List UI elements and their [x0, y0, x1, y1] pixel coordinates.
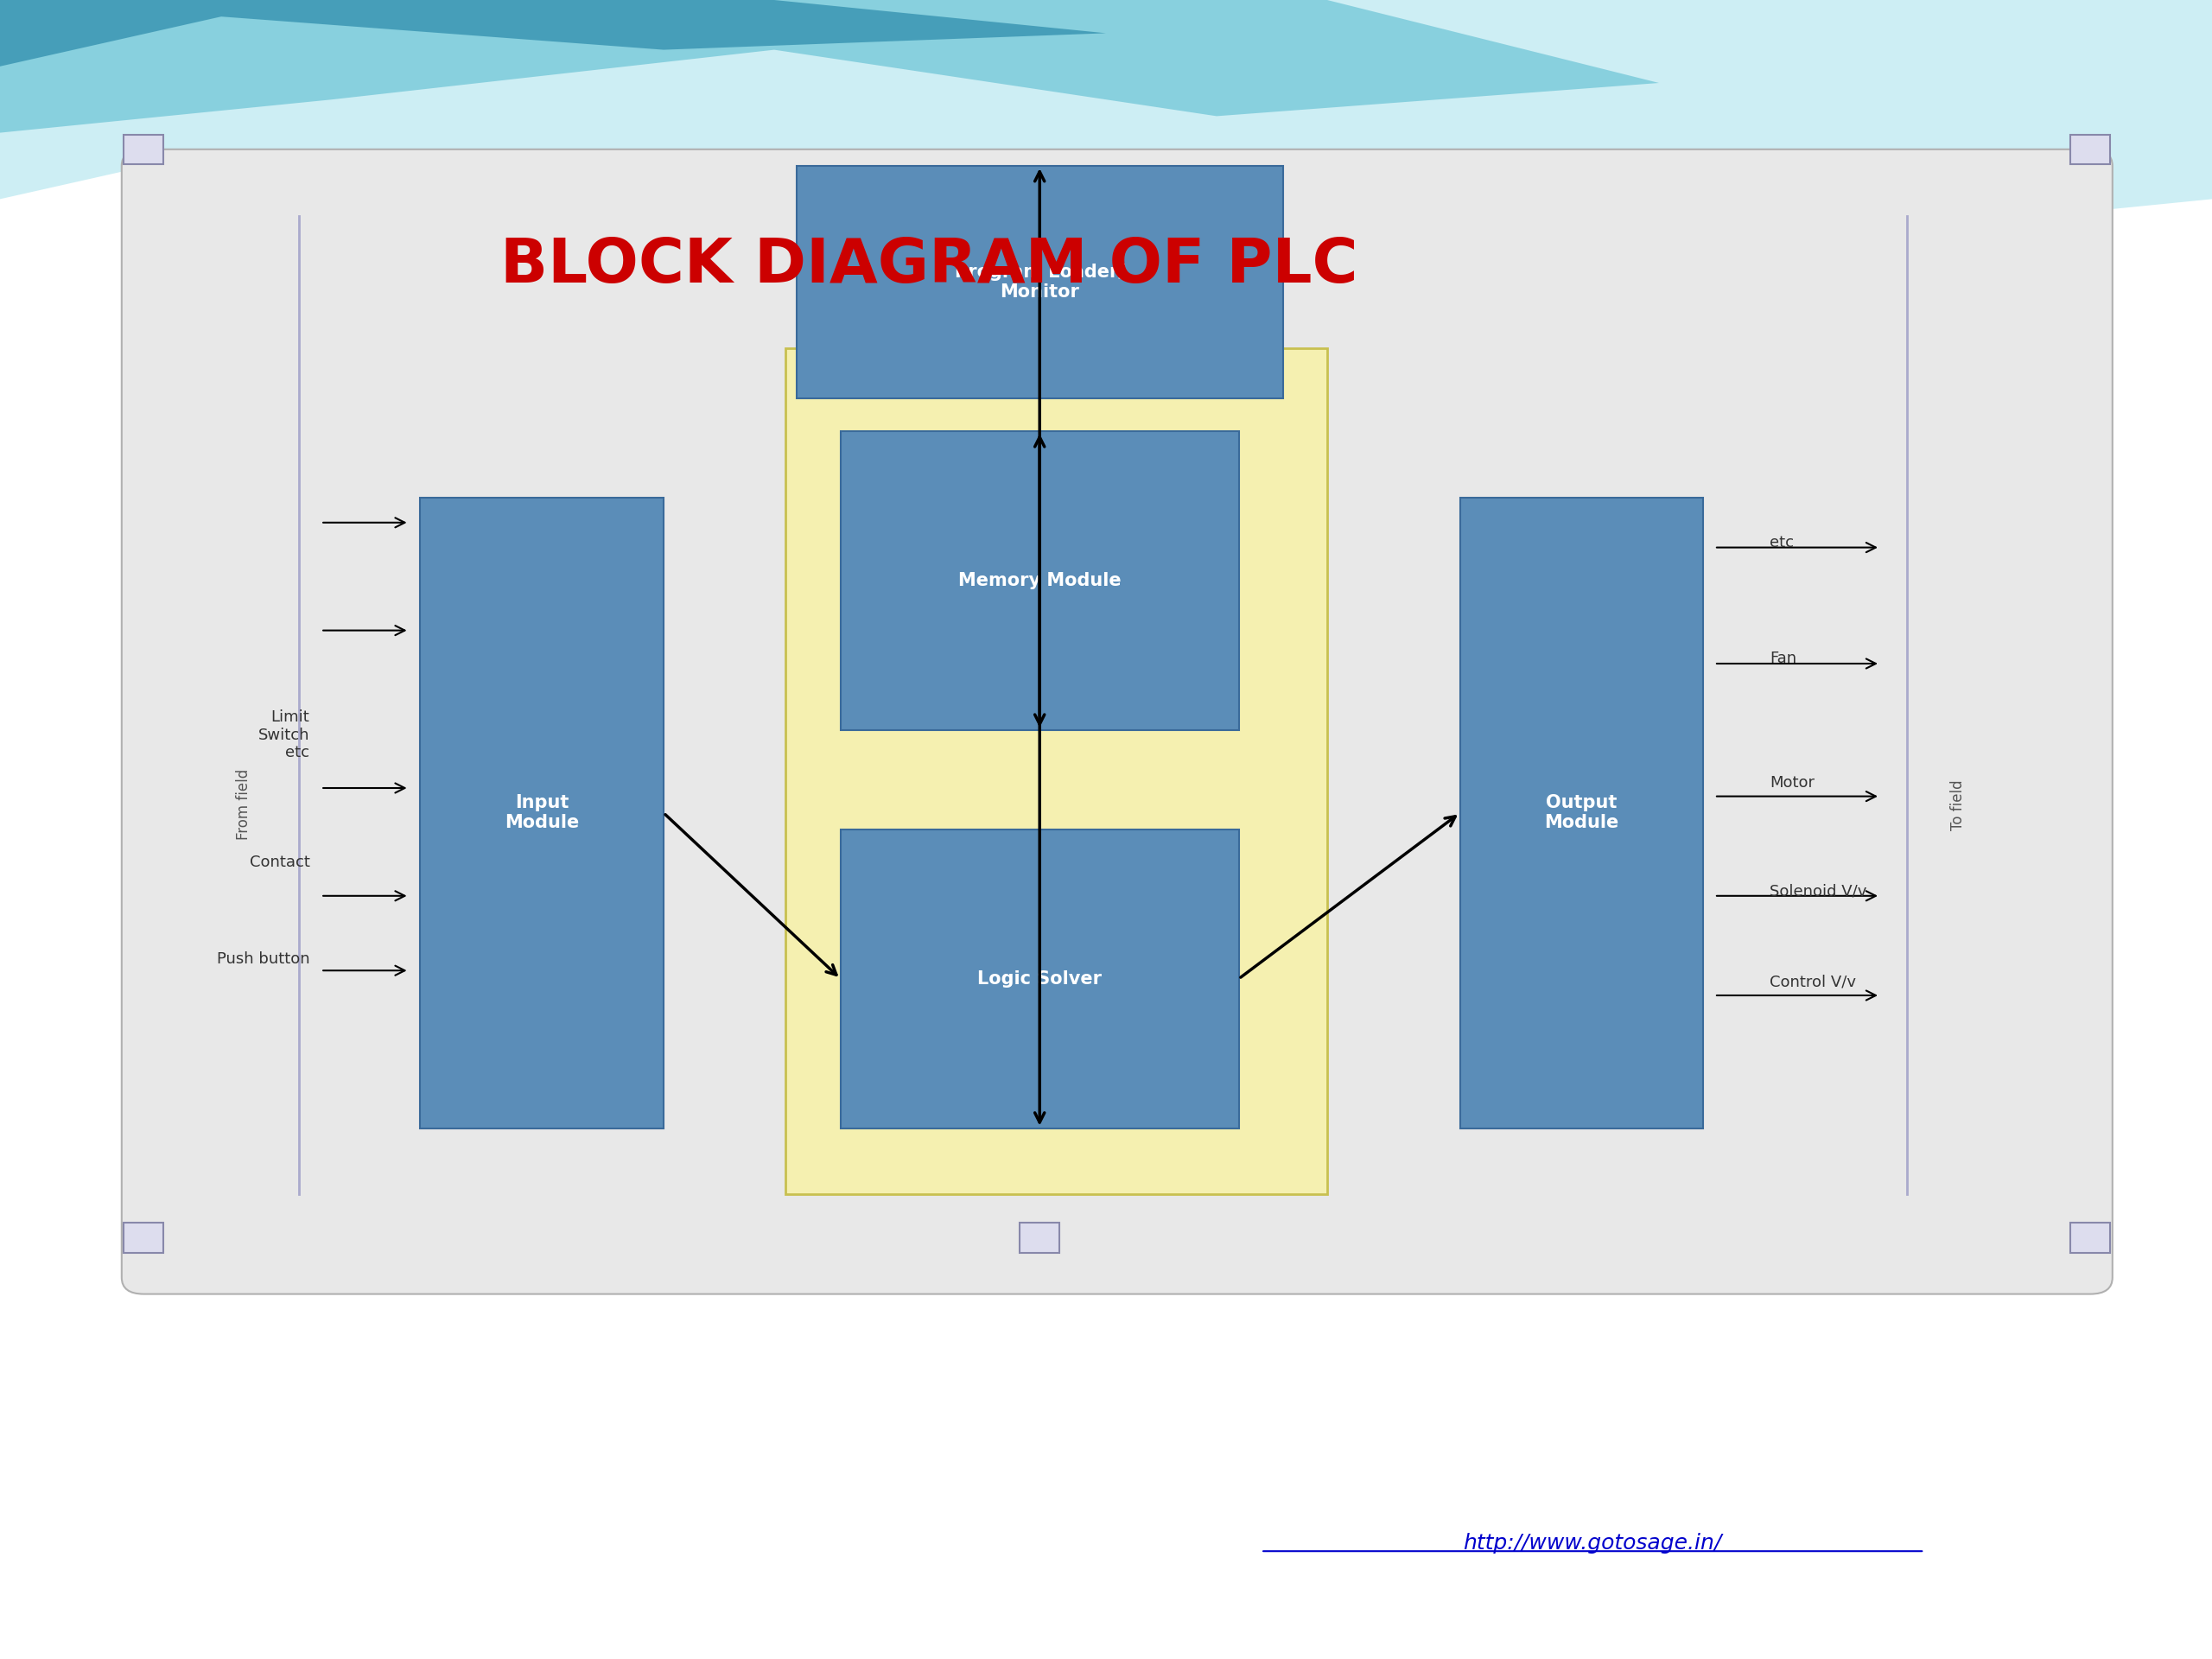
- Bar: [2070, 1223, 2110, 1253]
- Bar: [124, 134, 164, 164]
- Text: Motor: Motor: [1770, 775, 1814, 791]
- FancyBboxPatch shape: [785, 348, 1327, 1194]
- FancyBboxPatch shape: [841, 830, 1239, 1128]
- Text: Logic Solver: Logic Solver: [978, 971, 1102, 987]
- Text: Output
Module: Output Module: [1544, 795, 1619, 831]
- Text: etc: etc: [1770, 534, 1794, 551]
- Text: Limit
Switch
etc: Limit Switch etc: [259, 708, 310, 761]
- Text: Fan: Fan: [1770, 650, 1796, 667]
- Text: From field: From field: [234, 770, 252, 839]
- FancyBboxPatch shape: [420, 498, 664, 1128]
- Text: Solenoid V/v: Solenoid V/v: [1770, 883, 1867, 899]
- Text: Memory Module: Memory Module: [958, 572, 1121, 589]
- Text: http://www.gotosage.in/: http://www.gotosage.in/: [1464, 1533, 1721, 1553]
- Text: Control V/v: Control V/v: [1770, 974, 1856, 990]
- Text: Push button: Push button: [217, 951, 310, 967]
- Bar: [2070, 134, 2110, 164]
- FancyBboxPatch shape: [122, 149, 2112, 1294]
- Text: Contact: Contact: [250, 854, 310, 871]
- Bar: [124, 1223, 164, 1253]
- Text: Input
Module: Input Module: [504, 795, 580, 831]
- Polygon shape: [0, 0, 1106, 66]
- Polygon shape: [0, 0, 1659, 133]
- Text: To field: To field: [1949, 780, 1966, 830]
- Bar: [1020, 1223, 1060, 1253]
- Polygon shape: [0, 0, 2212, 232]
- FancyBboxPatch shape: [841, 431, 1239, 730]
- Text: BLOCK DIAGRAM OF PLC: BLOCK DIAGRAM OF PLC: [500, 236, 1358, 295]
- FancyBboxPatch shape: [796, 166, 1283, 398]
- FancyBboxPatch shape: [1460, 498, 1703, 1128]
- Text: Program Loader/
Monitor: Program Loader/ Monitor: [956, 264, 1124, 300]
